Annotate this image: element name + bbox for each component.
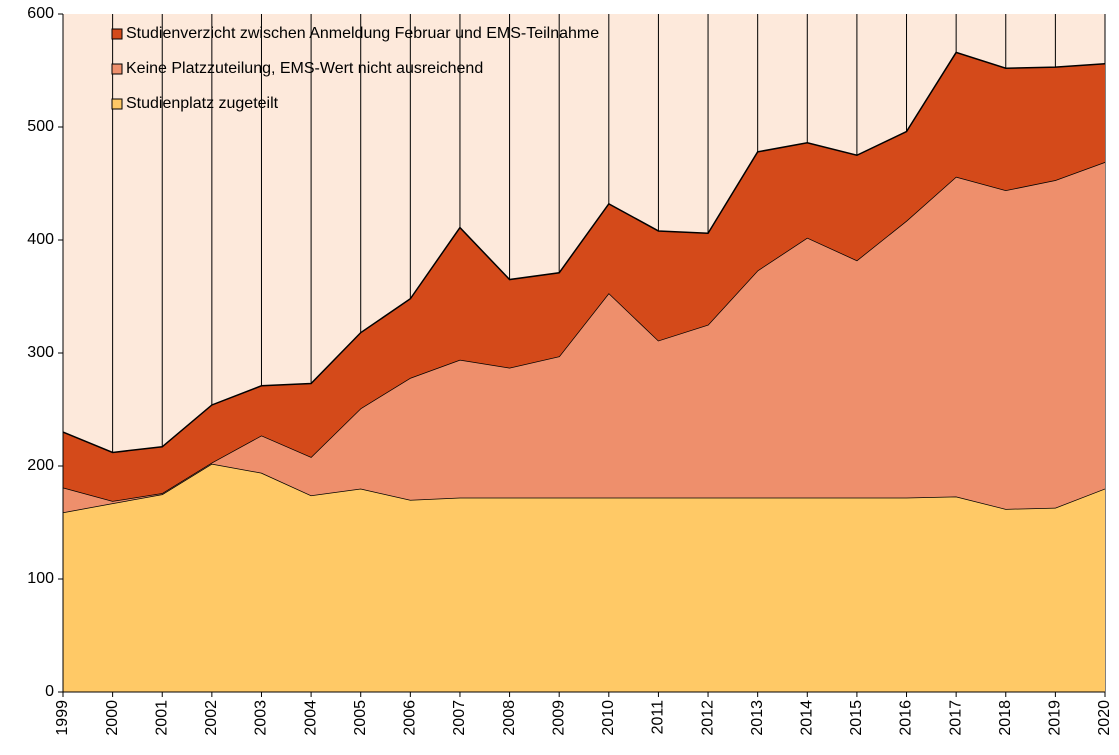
x-tick-label: 2011 <box>650 700 667 735</box>
x-tick-label: 2020 <box>1096 700 1113 736</box>
y-tick-label: 300 <box>27 344 54 361</box>
x-tick-label: 2006 <box>402 700 419 736</box>
area <box>63 162 1105 513</box>
x-tick-label: 2013 <box>749 700 766 736</box>
legend-swatch <box>111 98 123 110</box>
x-tick-label: 2001 <box>153 700 170 736</box>
x-tick-label: 1999 <box>54 700 71 736</box>
legend-label: Keine Platzzuteilung, EMS-Wert nicht aus… <box>126 60 483 77</box>
y-tick-label: 600 <box>27 5 54 22</box>
x-tick-label: 2012 <box>699 700 716 736</box>
legend-swatch <box>111 28 123 40</box>
x-tick-label: 2017 <box>947 700 964 736</box>
y-tick-label: 500 <box>27 118 54 135</box>
y-tick-label: 100 <box>27 570 54 587</box>
y-tick-label: 400 <box>27 231 54 248</box>
x-tick-label: 2016 <box>898 700 915 736</box>
legend-swatch <box>111 63 123 75</box>
legend-label: Studienplatz zugeteilt <box>126 95 279 112</box>
x-tick-label: 2019 <box>1047 700 1064 736</box>
y-tick-label: 0 <box>45 683 54 700</box>
x-tick-label: 2004 <box>302 700 319 736</box>
x-tick-label: 2015 <box>848 700 865 736</box>
x-tick-label: 2000 <box>104 700 121 736</box>
x-tick-label: 2003 <box>253 700 270 736</box>
x-tick-label: 2005 <box>352 700 369 736</box>
area-outline <box>62 51 1106 454</box>
y-tick-label: 200 <box>27 457 54 474</box>
legend-label: Studienverzicht zwischen Anmeldung Febru… <box>126 25 599 42</box>
x-tick-label: 2009 <box>550 700 567 736</box>
x-tick-label: 2008 <box>501 700 518 736</box>
x-tick-label: 2007 <box>451 700 468 736</box>
x-tick-label: 2002 <box>203 700 220 736</box>
x-tick-label: 2014 <box>799 700 816 736</box>
x-tick-label: 2018 <box>997 700 1014 736</box>
area <box>63 52 1105 502</box>
x-tick-label: 2010 <box>600 700 617 736</box>
area <box>63 463 1105 692</box>
